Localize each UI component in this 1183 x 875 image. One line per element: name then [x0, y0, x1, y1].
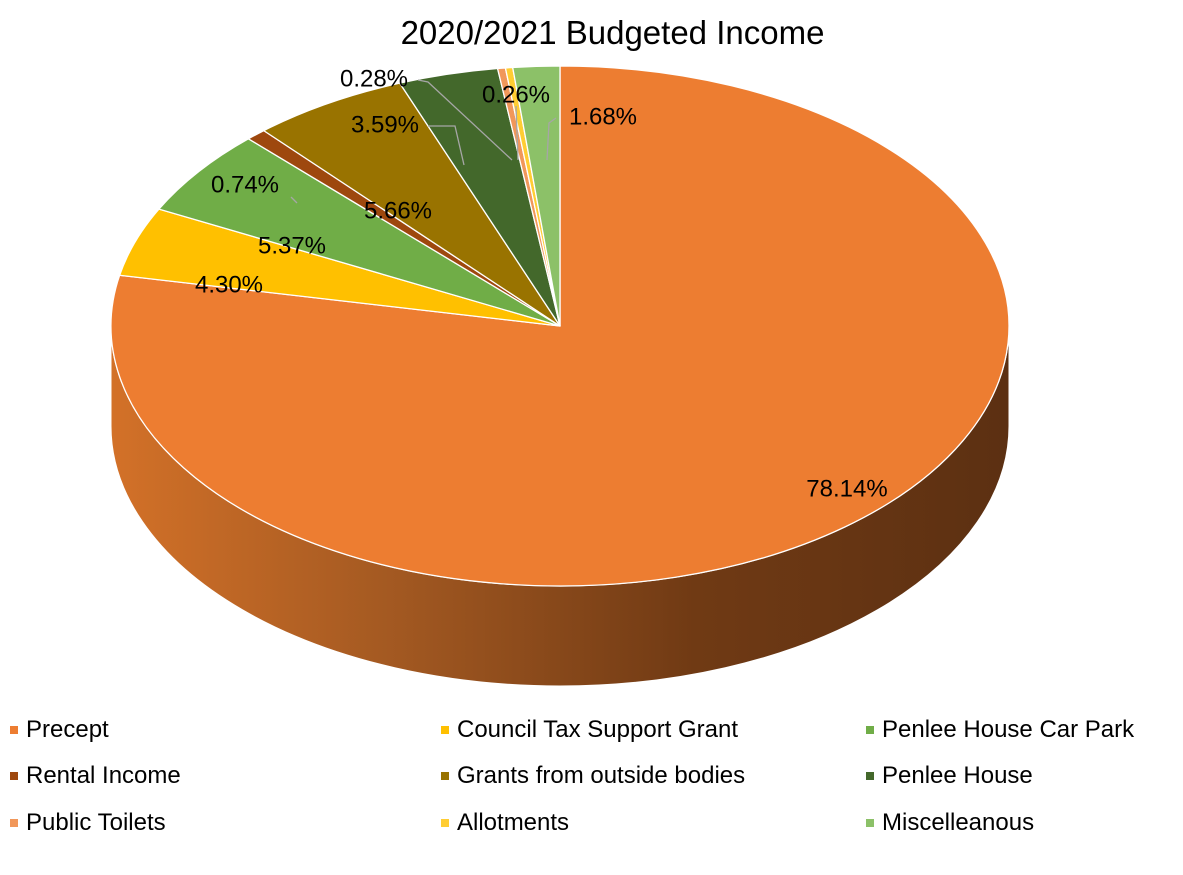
pie-slice-grants-from-outside-bodies	[262, 82, 561, 327]
data-label-penlee-house: 3.59%	[351, 111, 419, 138]
data-label-council-tax-support-grant: 4.30%	[195, 271, 263, 298]
legend-label: Penlee House	[882, 762, 1033, 789]
pie-slice-penlee-house-car-park	[157, 138, 561, 327]
leader-line	[417, 79, 513, 161]
legend-label: Allotments	[457, 809, 570, 836]
data-label-grants-from-outside-bodies: 5.66%	[364, 197, 432, 224]
leader-line	[546, 117, 557, 161]
legend-item-grants-from-outside-bodies: Grants from outside bodies	[441, 762, 745, 790]
chart-title: 2020/2021 Budgeted Income	[400, 14, 825, 51]
legend-swatch	[10, 819, 18, 827]
data-label-public-toilets: 0.28%	[340, 65, 408, 92]
leader-line	[515, 105, 519, 161]
legend-swatch	[866, 819, 874, 827]
legend-item-miscelleanous: Miscelleanous	[866, 809, 1034, 837]
legend-swatch	[441, 772, 449, 780]
legend-swatch	[441, 819, 449, 827]
legend-swatch	[866, 726, 874, 734]
legend-item-precept: Precept	[10, 716, 109, 744]
legend-label: Penlee House Car Park	[882, 716, 1135, 743]
legend-item-penlee-house: Penlee House	[866, 762, 1033, 790]
legend-item-penlee-house-car-park: Penlee House Car Park	[866, 716, 1134, 744]
data-label-penlee-house-car-park: 5.37%	[258, 232, 326, 259]
legend-label: Grants from outside bodies	[457, 762, 746, 789]
data-label-allotments: 0.26%	[482, 81, 550, 108]
legend-label: Public Toilets	[26, 809, 166, 836]
legend-label: Rental Income	[26, 762, 181, 789]
legend-swatch	[866, 772, 874, 780]
data-label-precept: 78.14%	[806, 475, 887, 502]
legend-item-public-toilets: Public Toilets	[10, 809, 166, 837]
legend-label: Precept	[26, 716, 109, 743]
legend: Precept Council Tax Support Grant Penlee H…	[0, 700, 1183, 875]
legend-swatch	[10, 726, 18, 734]
leader-line	[428, 125, 465, 166]
data-label-rental-income: 0.74%	[211, 171, 279, 198]
leader-line	[290, 196, 298, 204]
legend-item-council-tax-support-grant: Council Tax Support Grant	[441, 716, 738, 744]
legend-item-allotments: Allotments	[441, 809, 569, 837]
data-label-miscelleanous: 1.68%	[569, 103, 637, 130]
legend-swatch	[10, 772, 18, 780]
pie-chart: 78.14% 4.30% 5.37% 0.74% 5.66% 3.59% 0.28% 0.26…	[110, 65, 1010, 687]
legend-label: Council Tax Support Grant	[457, 716, 739, 743]
legend-item-rental-income: Rental Income	[10, 762, 181, 790]
legend-label: Miscelleanous	[882, 809, 1035, 836]
legend-swatch	[441, 726, 449, 734]
